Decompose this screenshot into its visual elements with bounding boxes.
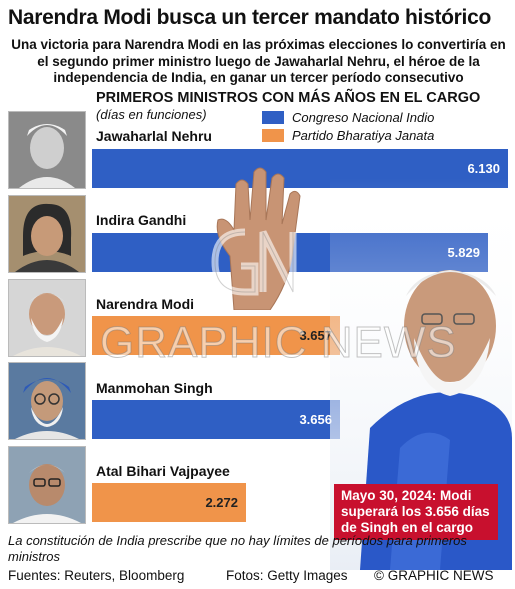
legend-swatch-congress <box>262 110 284 124</box>
bar-narendra-modi: 3.657 <box>92 316 340 355</box>
bar-value-label: 6.130 <box>467 161 500 176</box>
bar-value-label: 3.656 <box>299 412 332 427</box>
pm-name-manmohan-singh: Manmohan Singh <box>96 380 213 396</box>
pm-name-narendra-modi: Narendra Modi <box>96 296 195 312</box>
portrait-indira-gandhi <box>8 195 86 273</box>
footer-copyright: © GRAPHIC NEWS <box>374 568 494 583</box>
chart-legend: Congreso Nacional Indio Partido Bharatiy… <box>262 108 434 144</box>
pm-name-nehru: Jawaharlal Nehru <box>96 128 212 144</box>
bar-value-label: 3.657 <box>299 328 332 343</box>
bar-atal-bihari-vajpayee: 2.272 <box>92 483 246 522</box>
portrait-narendra-modi <box>8 279 86 357</box>
pm-name-indira-gandhi: Indira Gandhi <box>96 212 187 228</box>
portrait-nehru <box>8 111 86 189</box>
pm-name-atal-bihari-vajpayee: Atal Bihari Vajpayee <box>96 463 230 479</box>
page-subtitle: Una victoria para Narendra Modi en las p… <box>11 37 506 85</box>
footer: Fuentes: Reuters, Bloomberg Fotos: Getty… <box>0 566 515 589</box>
bar-manmohan-singh: 3.656 <box>92 400 340 439</box>
legend-swatch-bjp <box>262 128 284 142</box>
legend-label-bjp: Partido Bharatiya Janata <box>292 127 435 143</box>
footer-photo-credit: Fotos: Getty Images <box>226 568 348 583</box>
modi-milestone-callout: Mayo 30, 2024: Modi superará los 3.656 d… <box>334 484 498 540</box>
footnote: La constitución de India prescribe que n… <box>8 533 467 564</box>
graphic-news-watermark: GRAPHIC NEWS <box>100 318 457 368</box>
legend-item-congress: Congreso Nacional Indio <box>262 108 434 126</box>
chart-title: PRIMEROS MINISTROS CON MÁS AÑOS EN EL CA… <box>96 90 481 106</box>
legend-item-bjp: Partido Bharatiya Janata <box>262 126 434 144</box>
chart-unit-label: (días en funciones) <box>96 107 207 122</box>
bar-value-label: 2.272 <box>205 495 238 510</box>
portrait-manmohan-singh <box>8 362 86 440</box>
waving-hand-illustration <box>216 167 301 310</box>
page-title: Narendra Modi busca un tercer mandato hi… <box>8 6 491 29</box>
portrait-atal-bihari-vajpayee <box>8 446 86 524</box>
footer-sources: Fuentes: Reuters, Bloomberg <box>8 568 185 583</box>
graphic-news-logo-watermark <box>211 228 297 296</box>
legend-label-congress: Congreso Nacional Indio <box>292 109 435 125</box>
